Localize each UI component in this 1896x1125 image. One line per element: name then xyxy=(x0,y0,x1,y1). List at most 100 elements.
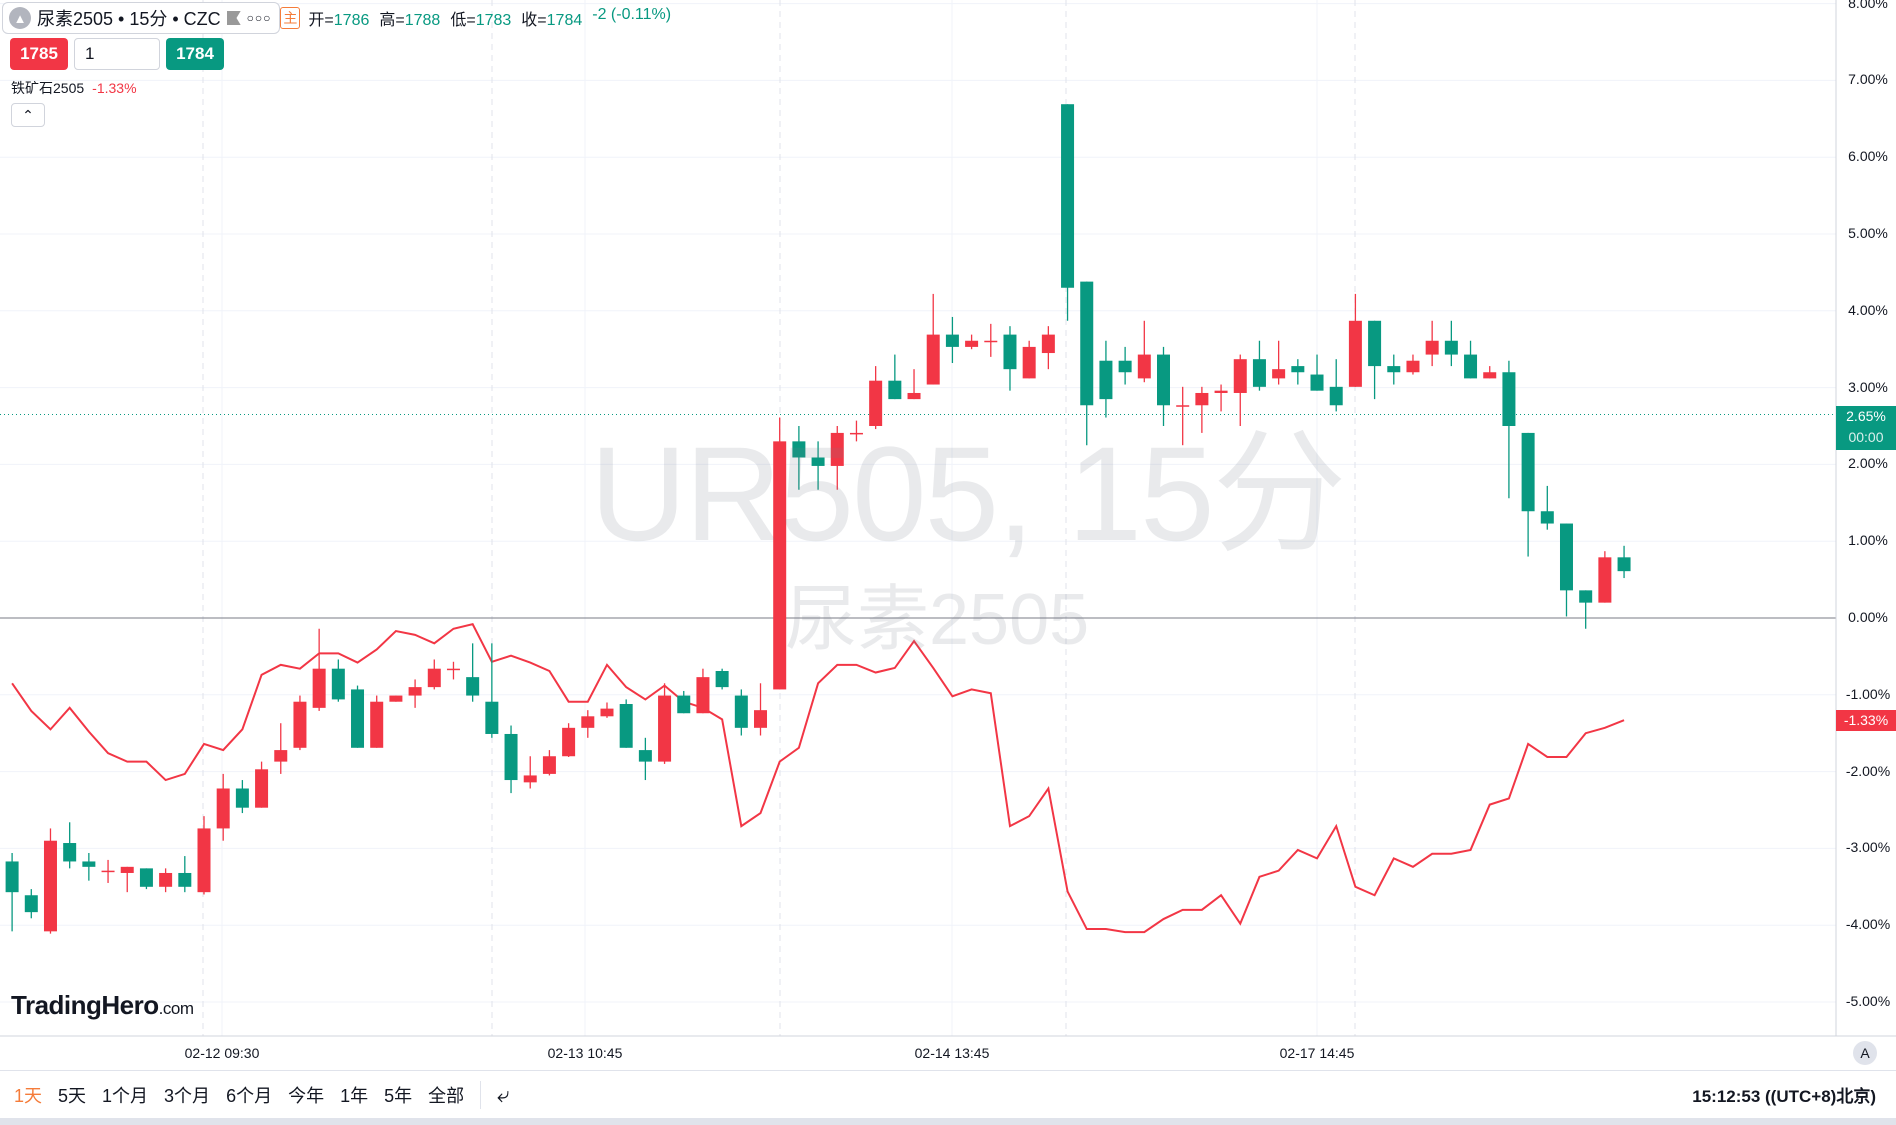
candle-body xyxy=(619,704,633,748)
auto-scale-button[interactable]: A xyxy=(1853,1041,1877,1065)
candle-body xyxy=(1598,557,1612,603)
flag-icon[interactable] xyxy=(226,11,241,25)
candle-body xyxy=(82,861,96,867)
buy-button[interactable]: 1784 xyxy=(166,38,224,70)
close-value: 1784 xyxy=(546,12,583,29)
clock[interactable]: 15:12:53 ((UTC+8)北京) xyxy=(1692,1087,1876,1106)
candle-body xyxy=(945,334,959,347)
candle-body xyxy=(427,668,441,688)
compare-series-line xyxy=(11,622,1625,934)
candle-body xyxy=(869,380,883,426)
range-button[interactable]: 1个月 xyxy=(102,1085,149,1106)
candle-body xyxy=(1464,354,1478,379)
price-tick: 1.00% xyxy=(1848,532,1888,549)
range-button[interactable]: 3个月 xyxy=(164,1085,211,1106)
collapse-legend-button[interactable]: ⌃ xyxy=(11,103,45,127)
ohlc-values: 开=1786 高=1788 低=1783 收=1784 -2 (-0.11%) xyxy=(308,6,671,30)
candle-body xyxy=(1310,374,1324,391)
time-tick: 02-17 14:45 xyxy=(1279,1045,1355,1061)
candle-body xyxy=(197,828,211,893)
price-tick: -4.00% xyxy=(1845,916,1891,933)
candle-body xyxy=(1137,354,1151,379)
candle-body xyxy=(389,695,403,702)
candle-body xyxy=(274,750,288,762)
candle-body xyxy=(1061,104,1075,288)
brand-logo: TradingHero.com xyxy=(11,990,194,1020)
sell-button[interactable]: 1785 xyxy=(10,38,68,70)
range-button[interactable]: 今年 xyxy=(288,1085,325,1106)
candle-body xyxy=(1617,557,1631,572)
candle-body xyxy=(1099,360,1113,400)
price-tick: 8.00% xyxy=(1848,0,1888,11)
candle-body xyxy=(1272,369,1286,379)
range-button[interactable]: 1年 xyxy=(340,1085,369,1106)
candle-body xyxy=(1080,281,1094,406)
more-icon[interactable]: ○○○ xyxy=(246,11,272,25)
candle-body xyxy=(926,334,940,385)
candle-body xyxy=(715,670,729,688)
price-tick: -5.00% xyxy=(1845,993,1891,1009)
candle-body xyxy=(1291,366,1305,373)
close-label: 收= xyxy=(521,12,547,29)
goto-date-icon[interactable]: ⤶ xyxy=(497,1081,510,1107)
candle-body xyxy=(159,872,173,887)
range-button[interactable]: 6个月 xyxy=(226,1085,273,1106)
candle-body xyxy=(1425,340,1439,355)
candle-body xyxy=(734,695,748,728)
candle-body xyxy=(1540,511,1554,524)
compare-price-tag: -1.33% xyxy=(1836,710,1896,731)
candle-body xyxy=(43,840,57,932)
candle-body xyxy=(581,716,595,728)
range-button[interactable]: 全部 xyxy=(428,1085,465,1106)
candle-body xyxy=(331,668,345,700)
quick-trade: 1785 1 1784 xyxy=(10,38,224,70)
candle-body xyxy=(1368,320,1382,367)
price-tick: 5.00% xyxy=(1848,225,1888,241)
candle-body xyxy=(1022,346,1036,379)
candle-body xyxy=(63,843,77,862)
candle-body xyxy=(466,677,480,696)
high-value: 1788 xyxy=(404,12,441,29)
time-tick: 02-14 13:45 xyxy=(914,1045,990,1061)
chevron-up-icon: ⌃ xyxy=(22,106,34,123)
price-tick: 0.00% xyxy=(1848,609,1888,625)
candle-body xyxy=(1579,590,1593,603)
symbol-selector[interactable]: ▲ 尿素2505 • 15分 • CZC ○○○ xyxy=(2,2,281,34)
candle-body xyxy=(792,441,806,458)
price-chart[interactable] xyxy=(0,0,1896,1070)
range-button[interactable]: 1天 xyxy=(14,1085,43,1106)
change-value: -2 (-0.11%) xyxy=(592,6,672,23)
range-buttons: 1天 5天 1个月 3个月 6个月 今年 1年 5年 全部 xyxy=(14,1082,464,1108)
compare-symbol: 铁矿石2505 xyxy=(11,80,85,96)
symbol-logo-icon: ▲ xyxy=(9,7,31,29)
candle-body xyxy=(677,695,691,714)
candle-body xyxy=(1041,334,1055,354)
candle-body xyxy=(1003,334,1017,370)
price-tick: 4.00% xyxy=(1848,301,1888,318)
bottom-toolbar: 1天 5天 1个月 3个月 6个月 今年 1年 5年 全部 ⤶ 15:12:53 ((UTC+8… xyxy=(0,1070,1896,1118)
price-tick: -1.00% xyxy=(1845,685,1891,702)
candle-body xyxy=(542,756,556,774)
quantity-input[interactable]: 1 xyxy=(74,38,160,70)
range-button[interactable]: 5天 xyxy=(58,1085,87,1106)
candle-body xyxy=(408,687,422,696)
candle-body xyxy=(216,788,230,829)
price-tick: 7.00% xyxy=(1848,71,1888,88)
candle-body xyxy=(907,392,921,400)
candle-body xyxy=(235,788,249,808)
price-tick: 3.00% xyxy=(1848,378,1888,395)
candle-body xyxy=(773,441,787,690)
candle-body xyxy=(312,668,326,708)
candle-body xyxy=(638,750,652,762)
candle-body xyxy=(811,457,825,466)
candle-body xyxy=(370,701,384,748)
price-tick: 2.00% xyxy=(1848,455,1888,472)
range-button[interactable]: 5年 xyxy=(384,1085,413,1106)
divider xyxy=(480,1080,482,1109)
candle-body xyxy=(178,872,192,887)
candle-body xyxy=(754,710,768,728)
time-tick: 02-13 10:45 xyxy=(547,1045,623,1061)
compare-legend: 铁矿石2505 -1.33% xyxy=(11,78,137,98)
candle-body xyxy=(888,380,902,400)
candle-body xyxy=(696,677,710,714)
